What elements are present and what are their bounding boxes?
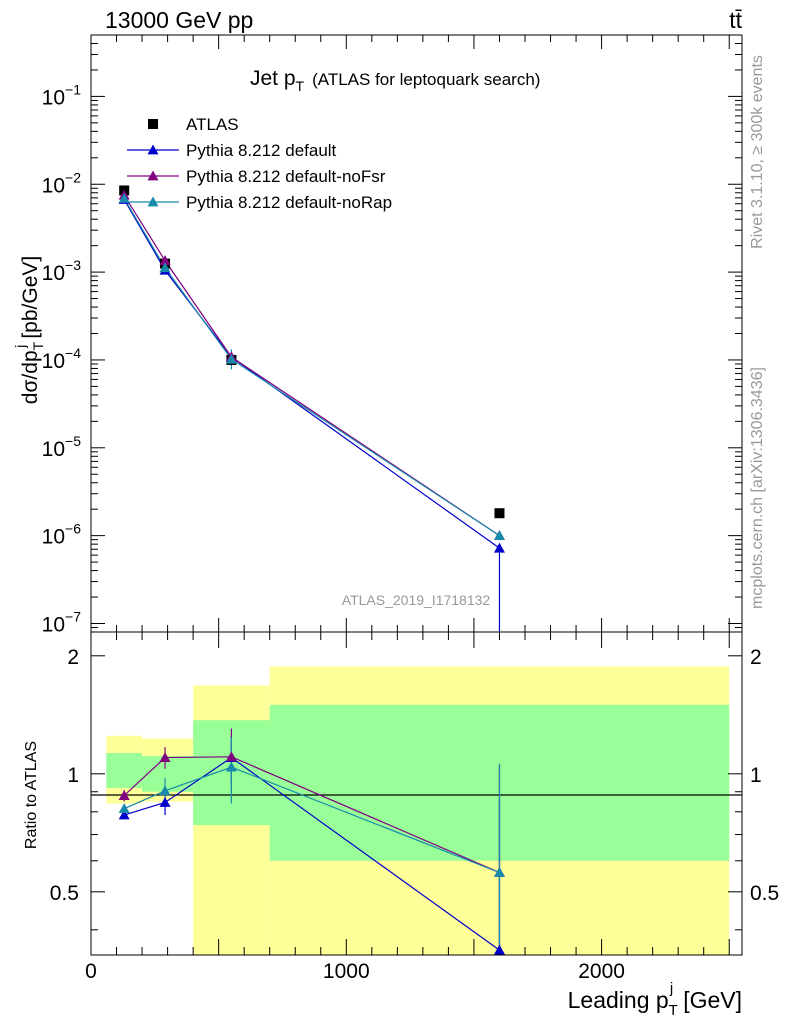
ratio-y-tick-labels: 0.5 0.5 1 1 2 2 xyxy=(50,646,779,905)
ratio-point-pythia-8-212-default xyxy=(493,944,505,955)
legend-label-pythia-8-212-default-nofsr: Pythia 8.212 default-noFsr xyxy=(186,167,386,186)
legend-marker-atlas xyxy=(148,119,158,129)
main-line-pythia-8-212-default-norap xyxy=(123,198,500,537)
main-y-label-sub: T xyxy=(30,341,46,350)
tick-label-exponent: −1 xyxy=(65,81,81,97)
ratio-point-pythia-8-212-default-nofsr xyxy=(225,751,237,762)
tick-label-base: 10 xyxy=(42,613,65,636)
ratio-point-pythia-8-212-default-norap xyxy=(225,761,237,772)
main-axis-ticks xyxy=(90,34,742,633)
ratio-y-tick-label-right: 1 xyxy=(750,764,762,787)
ratio-y-tick-label-right: 0.5 xyxy=(750,882,779,905)
ratio-point-pythia-8-212-default-norap xyxy=(118,803,130,814)
ratio-point-pythia-8-212-default xyxy=(159,796,171,807)
ratio-line-pythia-8-212-default-norap xyxy=(123,766,500,874)
main-y-label-pre: dσ/dp xyxy=(19,350,42,404)
tick-label-base: 10 xyxy=(42,86,65,109)
plot-title-rest: (ATLAS for leptoquark search) xyxy=(312,70,540,89)
legend-marker-pythia-8-212-default-norap xyxy=(147,196,159,207)
main-y-tick-label: 10−4 xyxy=(42,345,82,373)
plot-title: Jet pT (ATLAS for leptoquark search) xyxy=(250,67,540,94)
x-label-sub: T xyxy=(669,1002,678,1019)
analysis-watermark: ATLAS_2019_I1718132 xyxy=(342,592,491,608)
main-point-atlas xyxy=(494,508,505,519)
header-energy-label: 13000 GeV pp xyxy=(105,7,253,33)
ratio-axis-ticks xyxy=(90,632,742,955)
mcplots-label: mcplots.cern.ch [arXiv:1306.3436] xyxy=(749,367,766,609)
ratio-band-green xyxy=(106,753,143,789)
x-label-pre: Leading p xyxy=(568,987,669,1013)
tick-label-exponent: −2 xyxy=(65,169,81,185)
legend-marker-pythia-8-212-default-nofsr xyxy=(147,170,159,181)
main-y-tick-label: 10−7 xyxy=(42,608,82,636)
ratio-line-pythia-8-212-default-nofsr xyxy=(123,756,500,874)
main-point-pythia-8-212-default-nofsr xyxy=(159,255,171,266)
legend: ATLAS Pythia 8.212 default Pythia 8.212 de… xyxy=(127,115,392,212)
tick-label-exponent: −5 xyxy=(65,433,81,449)
x-tick-label: 2000 xyxy=(578,960,625,983)
legend-label-atlas: ATLAS xyxy=(186,115,239,134)
main-point-pythia-8-212-default-norap xyxy=(493,530,505,541)
main-point-pythia-8-212-default-norap xyxy=(225,353,237,364)
legend-marker-pythia-8-212-default xyxy=(147,144,159,155)
plot-title-main: Jet p xyxy=(250,67,296,90)
legend-label-pythia-8-212-default-norap: Pythia 8.212 default-noRap xyxy=(186,193,392,212)
legend-label-pythia-8-212-default: Pythia 8.212 default xyxy=(186,141,337,160)
tick-label-exponent: −4 xyxy=(65,345,81,361)
main-y-tick-label: 10−5 xyxy=(42,433,82,461)
ratio-point-pythia-8-212-default xyxy=(118,809,130,820)
ratio-series-lines xyxy=(123,728,501,955)
main-series-lines xyxy=(123,194,501,632)
main-y-label-post: [pb/GeV] xyxy=(19,256,42,339)
tick-label-exponent: −3 xyxy=(65,257,81,273)
ratio-point-pythia-8-212-default-nofsr xyxy=(159,752,171,762)
tick-label-exponent: −6 xyxy=(65,521,81,537)
main-y-tick-label: 10−6 xyxy=(42,521,82,549)
x-tick-label: 0 xyxy=(85,960,97,983)
tick-label-base: 10 xyxy=(42,262,65,285)
tick-label-exponent: −7 xyxy=(65,608,81,624)
ratio-panel: 0.5 0.5 1 1 2 2 0 1000 2000 Ratio to ATLAS Lead… xyxy=(23,631,779,1019)
ratio-y-tick-label-left: 0.5 xyxy=(50,882,79,905)
main-panel: 10−710−610−510−410−310−210−1 Jet pT (ATLA… xyxy=(12,34,743,636)
main-y-tick-label: 10−1 xyxy=(42,81,82,109)
ratio-plot-frame xyxy=(90,631,743,956)
main-line-pythia-8-212-default-nofsr xyxy=(123,194,500,537)
ratio-x-tick-labels: 0 1000 2000 xyxy=(85,960,625,983)
x-axis-label: Leading pTj [GeV] xyxy=(568,980,742,1019)
ratio-point-pythia-8-212-default-nofsr xyxy=(118,790,130,800)
header-process-label: tt̄ xyxy=(729,7,742,33)
ratio-y-axis-label: Ratio to ATLAS xyxy=(23,741,40,849)
ratio-point-pythia-8-212-default-norap xyxy=(493,867,505,877)
ratio-uncertainty-bands xyxy=(106,666,730,955)
tick-label-base: 10 xyxy=(42,438,65,461)
ratio-line-pythia-8-212-default xyxy=(124,756,500,951)
main-y-tick-label: 10−3 xyxy=(42,257,82,285)
ratio-series-markers xyxy=(118,751,505,955)
rivet-version-label: Rivet 3.1.10, ≥ 300k events xyxy=(749,55,766,249)
x-label-post: [GeV] xyxy=(683,987,742,1013)
main-point-pythia-8-212-default-norap xyxy=(118,192,130,203)
main-y-tick-label: 10−2 xyxy=(42,169,82,197)
tick-label-base: 10 xyxy=(42,350,65,373)
ratio-y-tick-label-left: 1 xyxy=(67,764,79,787)
ratio-band-green xyxy=(142,756,194,792)
main-y-axis-label: dσ/dpTj [pb/GeV] xyxy=(12,256,46,404)
main-y-label-sup: j xyxy=(12,345,28,349)
main-point-pythia-8-212-default-norap xyxy=(159,262,171,273)
x-tick-label: 1000 xyxy=(323,960,370,983)
ratio-y-tick-label-right: 2 xyxy=(750,646,762,669)
ratio-point-pythia-8-212-default-norap xyxy=(159,785,171,796)
plot-title-sub: T xyxy=(296,78,305,94)
main-line-pythia-8-212-default xyxy=(123,199,500,549)
ratio-y-tick-label-left: 2 xyxy=(67,646,79,669)
main-series-markers xyxy=(118,185,505,553)
x-label-sup: j xyxy=(669,980,673,997)
tick-label-base: 10 xyxy=(42,526,65,549)
main-point-pythia-8-212-default xyxy=(493,542,505,553)
tick-label-base: 10 xyxy=(42,174,65,197)
main-y-tick-labels: 10−710−610−510−410−310−210−1 xyxy=(42,81,82,636)
